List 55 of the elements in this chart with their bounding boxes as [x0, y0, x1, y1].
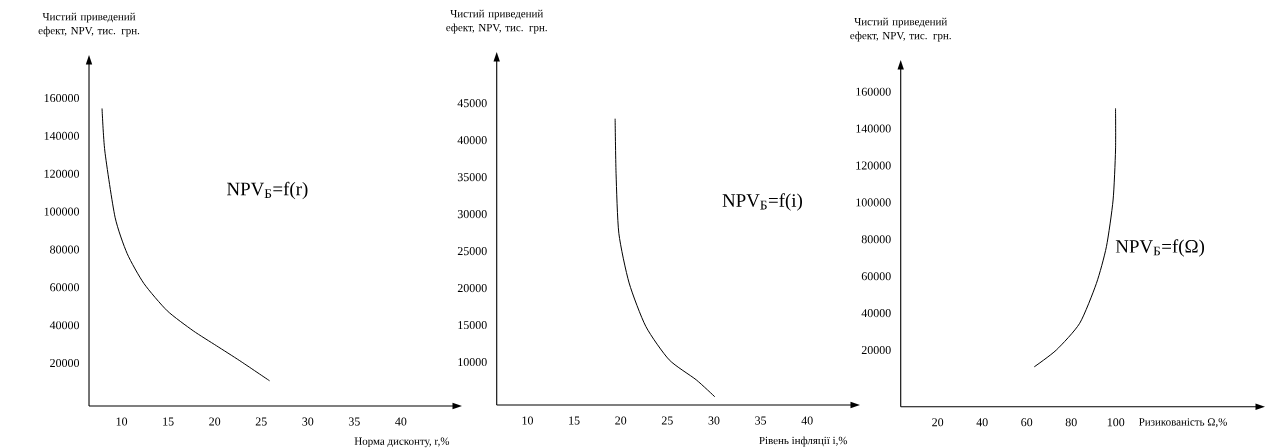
annotation: NPV$_{Б}$=f(r) [226, 181, 308, 200]
x-tick-label: 10 [522, 416, 533, 425]
y-tick-label: 45000 [457, 99, 487, 108]
x-axis-title: Рівень інфляції і,% [759, 436, 848, 447]
y-tick-label: 100000 [856, 198, 891, 207]
y-tick-label: 40000 [861, 309, 891, 318]
x-tick-label: 60 [1021, 418, 1033, 427]
x-tick-label: 10 [116, 417, 128, 426]
y-tick-label: 20000 [457, 284, 487, 293]
y-tick-label: 10000 [458, 358, 487, 367]
x-tick-label: 30 [302, 417, 314, 426]
x-tick-label: 80 [1065, 418, 1077, 427]
annotation: NPV$_{Б}$=f(i) [722, 193, 803, 211]
x-axis-title: Норма дисконту, r,% [354, 437, 450, 448]
x-tick-label: 35 [755, 416, 767, 425]
y-tick-label: 100000 [44, 207, 80, 216]
y-axis-title: Чистий приведений ефект, NPV, тис. грн. [446, 9, 547, 34]
y-tick-label: 15000 [458, 321, 487, 330]
x-tick-label: 40 [976, 418, 988, 427]
x-axis-title: Ризикованість Ω,% [1139, 418, 1227, 428]
y-tick-label: 40000 [457, 136, 487, 145]
x-tick-label: 20 [209, 417, 221, 426]
y-tick-label: 140000 [856, 124, 891, 133]
y-tick-label: 160000 [44, 94, 80, 103]
x-tick-label: 25 [255, 417, 267, 426]
x-tick-label: 25 [661, 416, 673, 425]
x-tick-label: 20 [932, 418, 944, 427]
y-tick-label: 20000 [861, 346, 891, 355]
x-tick-label: 100 [1107, 418, 1125, 427]
y-tick-label: 80000 [50, 245, 80, 254]
y-tick-label: 120000 [856, 161, 891, 170]
x-tick-label: 40 [395, 417, 407, 426]
y-tick-label: 30000 [457, 210, 487, 219]
x-tick-label: 30 [708, 416, 720, 425]
x-tick-label: 35 [348, 417, 360, 426]
y-tick-label: 35000 [457, 173, 487, 182]
y-tick-label: 140000 [44, 131, 80, 140]
x-tick-label: 15 [569, 416, 580, 425]
x-tick-label: 20 [615, 416, 627, 425]
annotation: NPV$_{Б}$=f(Ω) [1115, 239, 1205, 257]
y-tick-label: 120000 [44, 169, 80, 178]
line-series [614, 118, 716, 398]
y-tick-label: 80000 [861, 235, 891, 244]
y-tick-label: 20000 [50, 358, 80, 368]
x-tick-label: 15 [163, 417, 174, 426]
y-tick-label: 25000 [457, 247, 487, 256]
y-axis-title: Чистий приведений ефект, NPV, тис. грн. [38, 12, 140, 37]
y-axis-title: Чистий приведений ефект, NPV, тис. грн. [850, 17, 951, 42]
y-tick-label: 40000 [49, 321, 80, 330]
x-tick-label: 40 [801, 416, 813, 425]
line-series [101, 107, 271, 382]
y-tick-label: 60000 [50, 283, 80, 292]
line-series [1033, 107, 1117, 368]
y-tick-label: 160000 [856, 87, 891, 96]
y-tick-label: 60000 [861, 272, 891, 281]
